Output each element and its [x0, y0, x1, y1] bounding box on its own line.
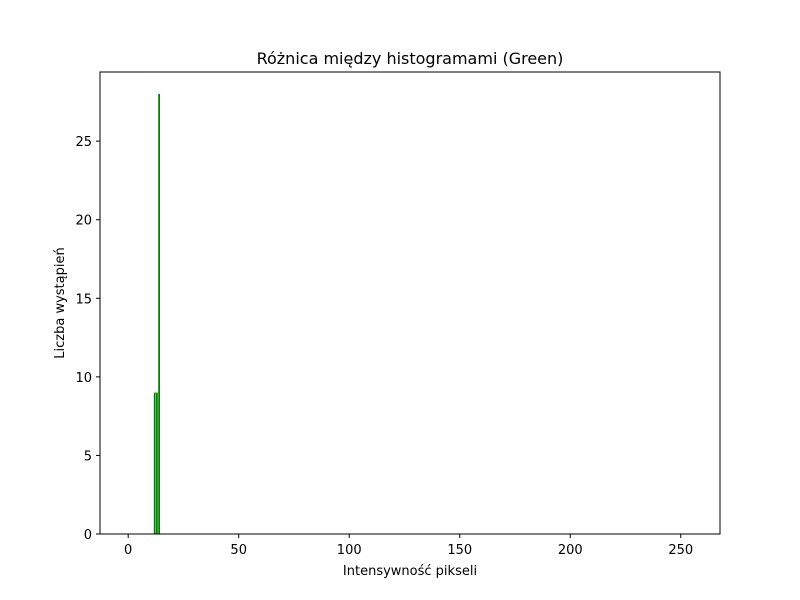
- plot-frame: [99, 71, 721, 535]
- x-tick-label-0: 0: [124, 543, 132, 558]
- y-tick-label-15: 15: [75, 292, 92, 307]
- x-axis-label: Intensywność pikseli: [343, 564, 477, 579]
- bar-12: [153, 392, 156, 534]
- y-axis-ticks: 0 5 10 15 20 25: [75, 135, 100, 543]
- x-tick-label-100: 100: [337, 543, 362, 558]
- x-tick-label-200: 200: [558, 543, 583, 558]
- x-axis-ticks: 0 50 100 150 200 250: [124, 534, 693, 558]
- bar-14: [158, 94, 161, 534]
- y-tick-label-25: 25: [75, 135, 92, 150]
- x-tick-label-150: 150: [447, 543, 472, 558]
- y-tick-label-5: 5: [84, 449, 92, 464]
- x-tick-label-50: 50: [230, 543, 247, 558]
- x-tick-label-250: 250: [668, 543, 693, 558]
- bar-13: [156, 392, 158, 534]
- y-axis-label: Liczba wystąpień: [53, 247, 68, 358]
- y-tick-label-0: 0: [84, 528, 92, 543]
- chart-title: Różnica między histogramami (Green): [257, 49, 564, 68]
- y-tick-label-20: 20: [75, 214, 92, 229]
- bars-group: [153, 94, 161, 534]
- y-tick-label-10: 10: [75, 371, 92, 386]
